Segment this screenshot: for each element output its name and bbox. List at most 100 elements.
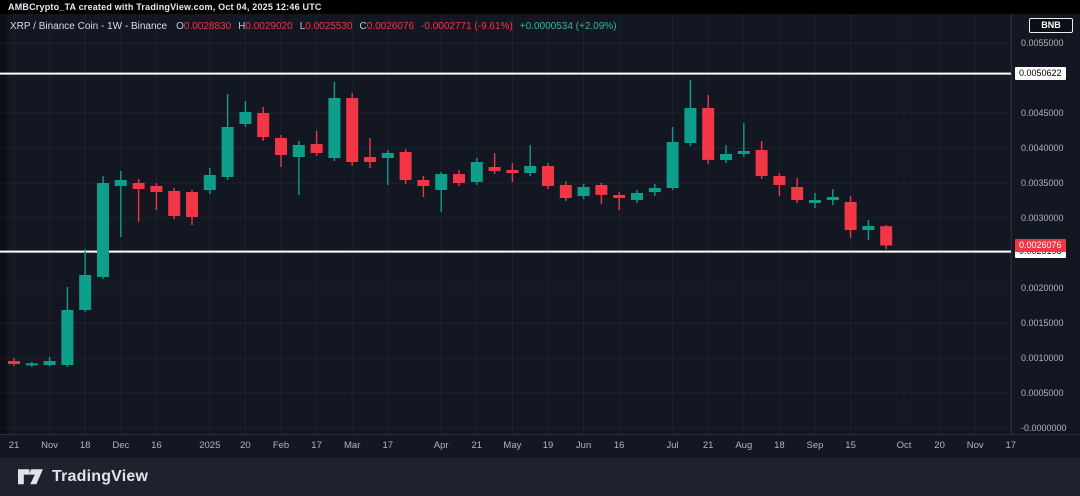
- time-tick-label: Jul: [666, 440, 679, 451]
- time-tick-label: Nov: [966, 440, 984, 451]
- candle-body: [328, 98, 341, 158]
- chart-legend[interactable]: XRP / Binance Coin - 1W - Binance O0.0028…: [10, 21, 624, 32]
- candle-body: [577, 187, 590, 196]
- time-tick-label: 20: [240, 440, 251, 451]
- candle-body: [684, 108, 697, 143]
- price-tick-label: 0.0045000: [1021, 108, 1064, 118]
- chart-canvas[interactable]: [0, 14, 1012, 458]
- candle-body: [97, 183, 109, 277]
- price-tick-label: 0.0015000: [1021, 318, 1064, 328]
- candle-body: [364, 157, 376, 162]
- legend-high-value: 0.0029020: [245, 21, 293, 32]
- legend-close-value: 0.0026076: [366, 21, 415, 32]
- current-price-flag: 0.0026076: [1015, 238, 1066, 252]
- candle-body: [720, 154, 732, 160]
- brand-name[interactable]: TradingView: [52, 468, 149, 485]
- candle-body: [542, 166, 554, 186]
- time-tick-label: 21: [471, 440, 483, 451]
- price-tick-label: 0.0055000: [1021, 38, 1064, 48]
- time-tick-label: 21: [8, 440, 20, 451]
- candle-body: [25, 363, 38, 366]
- candle-body: [613, 195, 626, 198]
- candle-body: [381, 153, 394, 158]
- attribution-text: AMBCrypto_TA created with TradingView.co…: [8, 2, 322, 12]
- price-tick-label: 0.0010000: [1021, 353, 1064, 363]
- tradingview-logo-icon[interactable]: [18, 468, 44, 486]
- price-tick-label: 0.0005000: [1021, 388, 1064, 398]
- symbol-button[interactable]: BNB: [1029, 18, 1073, 33]
- legend-change: -0.0002771 (-9.61%): [421, 21, 513, 32]
- time-tick-label: 16: [151, 440, 162, 451]
- time-tick-label: Aug: [735, 440, 753, 451]
- attribution-bar: AMBCrypto_TA created with TradingView.co…: [0, 0, 1080, 14]
- candle-body: [470, 162, 483, 182]
- candle-body: [453, 174, 465, 183]
- symbol-title: XRP / Binance Coin - 1W - Binance: [10, 21, 168, 32]
- time-tick-label: 17: [311, 440, 322, 451]
- candle-body: [773, 176, 786, 185]
- price-tick-label: -0.0000000: [1021, 423, 1067, 433]
- candle-body: [595, 185, 608, 195]
- candle-body: [203, 175, 216, 190]
- left-edge-strip: [0, 14, 7, 434]
- time-tick-label: 21: [702, 440, 714, 451]
- price-scale[interactable]: 0.0055000 0.0045000 0.0040000 0.0035000 0.00…: [1011, 14, 1080, 434]
- level-price-flag: 0.0050622: [1015, 67, 1066, 81]
- price-tick-label: 0.0020000: [1021, 283, 1064, 293]
- legend-low-value: 0.0025530: [305, 21, 353, 32]
- candle-body: [844, 202, 857, 230]
- candle-body: [221, 127, 234, 177]
- time-tick-label: 18: [774, 440, 785, 451]
- time-tick-label: Jun: [575, 440, 592, 451]
- time-tick-label: 17: [1005, 440, 1017, 451]
- legend-change-secondary: +0.0000534 (+2.09%): [519, 21, 617, 32]
- legend-close-label: C: [359, 21, 367, 32]
- candle-body: [488, 167, 501, 172]
- time-tick-label: Oct: [896, 440, 912, 451]
- price-tick-label: 0.0040000: [1021, 143, 1064, 153]
- time-tick-label: 19: [542, 440, 554, 451]
- level-line: [0, 72, 1012, 75]
- candle-body: [43, 361, 56, 365]
- candle-body: [292, 145, 305, 157]
- legend-high-label: H: [238, 21, 246, 32]
- candle-body: [862, 226, 875, 230]
- candle-body: [132, 183, 145, 189]
- candle-body: [186, 192, 198, 217]
- time-tick-label: 16: [613, 440, 625, 451]
- candle-body: [809, 200, 821, 203]
- candle-body: [239, 112, 252, 124]
- time-tick-label: Mar: [344, 440, 361, 451]
- candle-body: [506, 170, 519, 173]
- candle-body: [275, 138, 287, 155]
- time-tick-label: 20: [934, 440, 945, 451]
- price-tick-label: 0.0030000: [1021, 213, 1064, 223]
- time-tick-label: 17: [382, 440, 394, 451]
- candle-body: [559, 185, 572, 198]
- candle-body: [826, 197, 839, 200]
- candle-body: [346, 98, 359, 162]
- candle-body: [399, 152, 412, 180]
- candle-body: [791, 187, 804, 200]
- time-tick-label: Feb: [272, 440, 290, 451]
- legend-low-label: L: [299, 21, 306, 32]
- footer-bar: TradingView: [0, 458, 1080, 496]
- candle-body: [79, 275, 92, 310]
- time-tick-label: May: [503, 440, 522, 451]
- time-scale[interactable]: 21 Nov 18 Dec 16 2025 20 Feb 17 Mar 17 Apr 21 May 19 Ju…: [0, 435, 1080, 458]
- time-tick-label: 15: [845, 440, 856, 451]
- candle-body: [61, 310, 74, 365]
- candle-body: [880, 226, 893, 246]
- price-tick-label: 0.0035000: [1021, 178, 1064, 188]
- time-tick-label: Apr: [433, 440, 449, 451]
- time-tick-label: Nov: [41, 440, 59, 451]
- candle-body: [310, 144, 323, 153]
- candle-body: [524, 166, 537, 173]
- candle-body: [257, 113, 270, 137]
- candle-body: [150, 186, 163, 192]
- candle-body: [8, 361, 20, 364]
- legend-open-label: O: [176, 21, 184, 32]
- legend-open-value: 0.0028830: [183, 21, 232, 32]
- chart-pane[interactable]: XRP / Binance Coin - 1W - Binance O0.0028…: [0, 14, 1080, 458]
- candle-body: [702, 108, 715, 160]
